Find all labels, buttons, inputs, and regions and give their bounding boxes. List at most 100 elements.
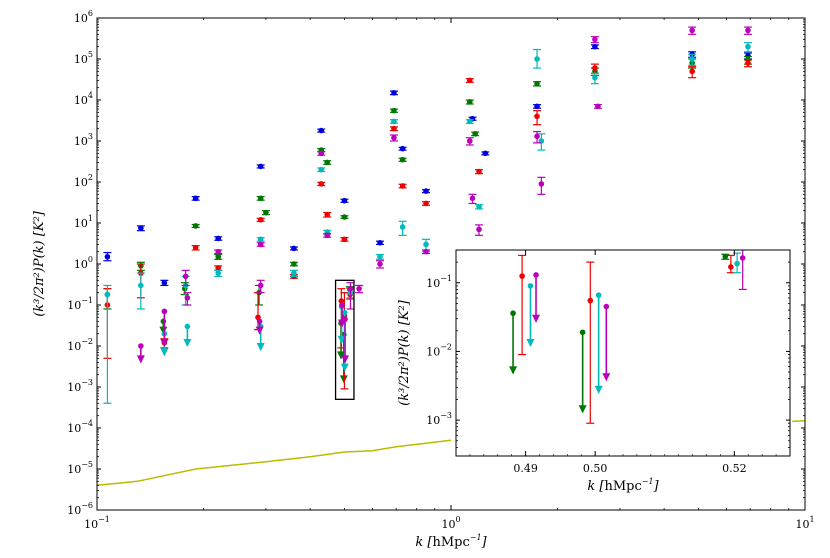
marker [534,103,540,110]
data-point [323,159,332,166]
series-green [509,253,730,414]
marker [466,99,473,105]
data-point [475,168,484,175]
marker [182,273,189,280]
data-point [533,130,542,144]
series-model-curve-right [792,420,805,423]
x-tick-label: 0.52 [722,462,747,475]
arrow-head [136,355,145,364]
marker [745,52,751,59]
data-point [389,107,398,114]
x-tick-label: 10−1 [84,515,110,531]
arrow-head [532,314,541,323]
y-tick-label: 10−6 [67,501,93,517]
y-tick-label: 10−2 [426,342,452,358]
marker [592,36,598,43]
data-point [398,220,407,236]
data-point [688,66,697,79]
marker [592,65,598,71]
data-point [688,53,697,66]
y-tick-label: 106 [74,9,93,25]
data-point [389,125,398,132]
data-point [256,163,265,170]
data-point [340,236,349,243]
data-point [537,176,546,195]
data-point [590,43,599,50]
marker [347,285,354,292]
data-point [261,209,270,216]
data-point [289,245,298,252]
data-point [398,145,407,152]
data-point [533,48,542,69]
marker [184,294,191,301]
arrow-head [337,335,346,344]
data-point [136,225,145,232]
data-point [465,137,474,146]
data-point [594,292,603,394]
data-point [256,279,265,294]
data-point [590,36,599,44]
panel-main: 10−6 10−5 10−4 10−3 10−2 10−1 100 101 102 103 104 1… [32,9,815,550]
data-point [256,216,265,223]
data-point [475,203,484,210]
data-point [340,214,349,220]
data-point [389,89,398,96]
y-tick-label: 10−3 [67,378,93,394]
marker [391,118,397,125]
marker [377,253,383,260]
model-line [97,439,452,487]
marker [257,241,264,248]
marker [391,125,397,132]
data-point [317,181,326,187]
data-point [289,269,298,277]
y-tick-label: 105 [74,50,93,66]
data-point [468,193,477,205]
x-tick-label: 100 [441,515,460,531]
data-point [323,232,332,239]
marker [466,118,473,125]
marker [161,279,168,286]
marker [587,297,594,304]
marker [745,27,751,34]
marker [519,273,525,279]
data-point [733,252,742,274]
data-point [255,318,264,335]
marker [689,27,695,34]
y-tick-label: 103 [74,132,93,148]
series-model-curve [97,439,452,487]
x-tick-label: 101 [795,515,814,531]
data-point [181,269,190,287]
data-point [533,80,542,87]
marker [356,285,362,292]
data-point [481,150,490,157]
marker [745,60,751,66]
marker [215,235,222,242]
arrow-head [159,326,168,335]
data-point [375,260,384,269]
data-point [317,166,326,173]
data-point [475,224,484,236]
data-point [471,130,480,137]
marker [257,195,264,202]
data-point [465,77,474,84]
plot-area [97,26,805,487]
data-point [317,127,326,134]
y-axis-label: (k³/2π²)P(k) [K²] [397,299,412,406]
plot-frame [96,17,806,511]
data-point [183,323,192,347]
arrow-head [526,338,535,347]
marker [318,150,325,157]
data-point [160,279,169,287]
data-point [340,197,349,204]
marker [534,133,540,140]
arrow-head [509,366,518,375]
marker [257,282,264,289]
marker [538,181,545,187]
data-point [289,261,298,267]
plot-frame [455,249,791,457]
marker [510,310,516,317]
marker [476,203,482,210]
data-point [533,103,542,110]
arrow-head [341,355,350,364]
data-point [136,343,145,364]
